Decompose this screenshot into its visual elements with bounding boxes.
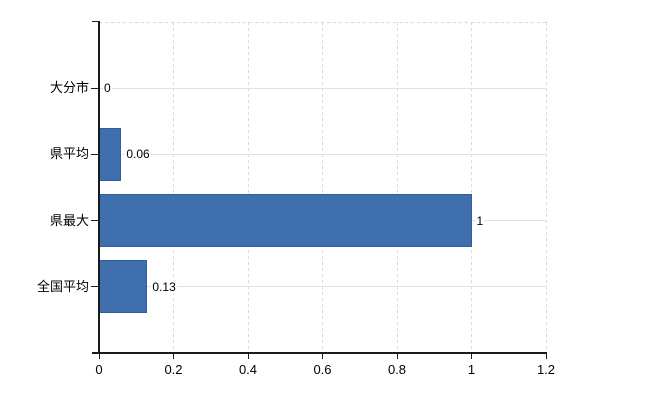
horizontal-gridline bbox=[99, 87, 547, 89]
vertical-gridline bbox=[396, 22, 398, 353]
x-tick-label: 0.8 bbox=[387, 362, 407, 377]
y-axis-tick bbox=[91, 87, 99, 89]
vertical-gridline bbox=[545, 22, 547, 353]
category-label: 県平均 bbox=[49, 146, 89, 162]
vertical-gridline bbox=[173, 22, 174, 353]
x-tick-label: 1.2 bbox=[536, 362, 556, 377]
plot-top-border bbox=[99, 22, 547, 23]
x-tick-label: 0.4 bbox=[238, 362, 258, 377]
bar bbox=[99, 127, 122, 181]
x-axis-tick bbox=[396, 354, 398, 359]
x-tick-label: 1 bbox=[467, 362, 476, 377]
x-axis-tick bbox=[322, 354, 323, 359]
vertical-gridline bbox=[471, 22, 472, 353]
y-axis-tick bbox=[91, 220, 99, 222]
vertical-gridline bbox=[322, 22, 323, 353]
horizontal-gridline bbox=[99, 153, 547, 155]
horizontal-gridline bbox=[99, 286, 547, 288]
y-axis-top-tick bbox=[92, 21, 99, 22]
x-axis-tick bbox=[173, 354, 174, 359]
value-label: 0 bbox=[103, 81, 112, 96]
y-axis-line bbox=[98, 21, 100, 353]
value-label: 0.13 bbox=[151, 279, 177, 294]
x-tick-label: 0.6 bbox=[313, 362, 332, 377]
y-axis-tick bbox=[91, 153, 99, 155]
category-label: 県最大 bbox=[49, 212, 89, 228]
y-axis-tick bbox=[91, 286, 99, 288]
category-label: 大分市 bbox=[49, 80, 89, 96]
value-label: 1 bbox=[475, 213, 485, 228]
category-label: 全国平均 bbox=[36, 278, 89, 294]
x-axis-tick bbox=[545, 354, 547, 359]
x-axis-tick bbox=[471, 354, 472, 359]
value-label: 0.06 bbox=[125, 147, 151, 162]
vertical-gridline bbox=[247, 22, 249, 353]
x-tick-label: 0 bbox=[95, 362, 103, 377]
x-tick-label: 0.2 bbox=[164, 362, 183, 377]
bar bbox=[99, 260, 148, 314]
bar bbox=[99, 194, 472, 248]
x-axis-line bbox=[92, 352, 547, 354]
x-axis-tick bbox=[98, 354, 100, 359]
x-axis-tick bbox=[247, 354, 249, 359]
